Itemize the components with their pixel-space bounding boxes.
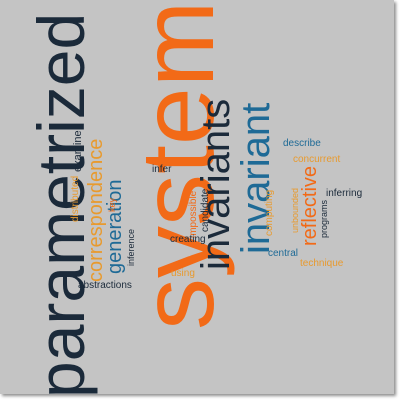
word-impossible: impossible bbox=[188, 190, 199, 238]
word-unbounded: unbounded bbox=[290, 187, 300, 233]
word-computing: computing bbox=[264, 189, 275, 236]
word-correspondence: correspondence bbox=[85, 138, 107, 282]
word-candidate: candidate bbox=[200, 188, 211, 232]
word-cloud: parametrized systems invariants invarian… bbox=[0, 0, 394, 394]
word-generation: generation bbox=[104, 179, 126, 274]
word-key: key bbox=[107, 197, 117, 212]
word-creating: creating bbox=[170, 234, 206, 245]
word-concurrent: concurrent bbox=[293, 154, 341, 165]
word-describe: describe bbox=[283, 138, 321, 149]
word-distributed: distributed bbox=[70, 175, 81, 222]
word-reflective: reflective bbox=[299, 165, 321, 246]
word-using: using bbox=[171, 268, 195, 279]
word-abstractions: abstractions bbox=[78, 280, 132, 291]
word-inferring: inferring bbox=[326, 188, 363, 199]
word-technique: technique bbox=[300, 258, 344, 269]
word-examine: examine bbox=[72, 130, 84, 172]
word-central: central bbox=[268, 248, 299, 259]
word-inference: inference bbox=[126, 228, 136, 266]
word-programs: programs bbox=[319, 199, 329, 238]
word-infer: infer bbox=[152, 164, 172, 175]
